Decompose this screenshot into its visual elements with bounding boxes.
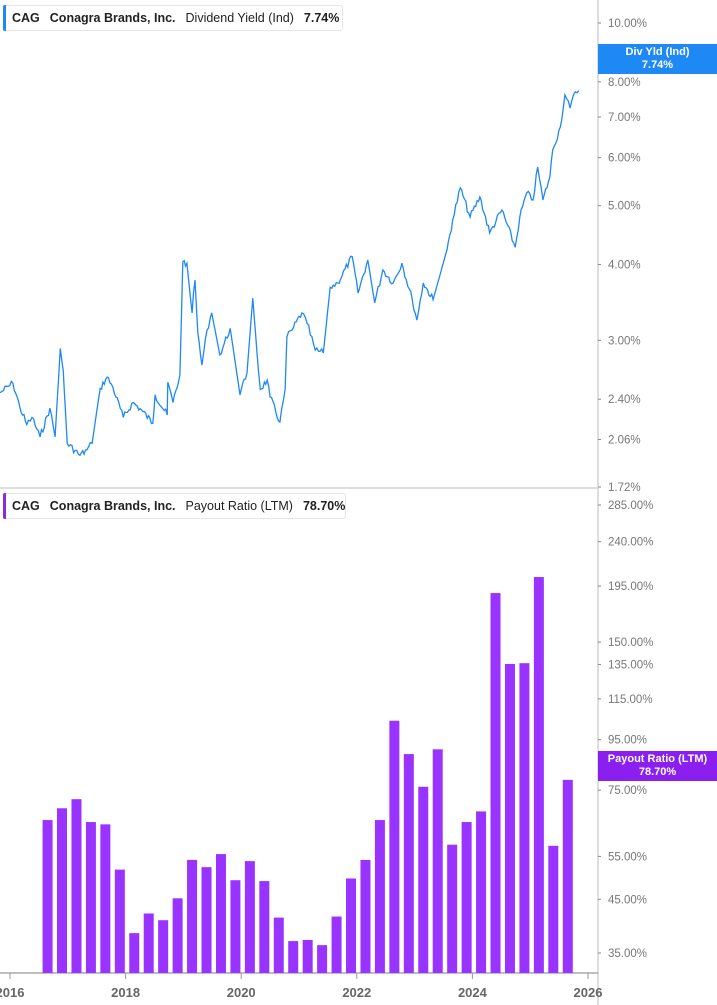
payout-ratio-bar [447, 844, 458, 973]
payout-axis-tick-label: 285.00% [608, 500, 653, 512]
payout-ratio-bar [172, 898, 183, 973]
payout-ratio-bar [244, 861, 255, 973]
payout-ratio-bar [432, 749, 443, 973]
yield-axis-tick-label: 8.00% [608, 77, 641, 89]
x-tick-label: 2024 [458, 985, 488, 1000]
payout-ratio-bar [317, 945, 328, 973]
payout-ratio-bar [504, 663, 515, 973]
x-tick-label: 2026 [574, 985, 603, 1000]
payout-ratio-bar [533, 577, 544, 973]
tag-label: Div Yld (Ind) [625, 46, 690, 58]
payout-ratio-bar [461, 822, 472, 973]
payout-ratio-bar [418, 786, 429, 973]
payout-axis-tick-label: 115.00% [608, 694, 653, 706]
payout-ratio-bar [158, 920, 169, 973]
payout-ratio-bar [57, 808, 68, 973]
yield-axis-tick-label: 4.00% [608, 260, 641, 272]
payout-ratio-bar [273, 917, 284, 973]
legend-ticker: CAG [12, 499, 40, 513]
payout-ratio-bar [42, 820, 53, 973]
yield-axis-tick-label: 2.40% [608, 394, 641, 406]
yield-axis-tick-label: 7.00% [608, 112, 641, 124]
payout-ratio-bar [100, 824, 111, 973]
payout-ratio-bar [288, 941, 299, 973]
dividend-yield-price-tag: Div Yld (Ind) 7.74% [598, 44, 717, 74]
legend-metric: Payout Ratio (LTM) [185, 499, 293, 513]
legend-metric: Dividend Yield (Ind) [185, 11, 294, 25]
payout-ratio-bar [85, 822, 96, 973]
payout-ratio-bar [302, 939, 313, 973]
tag-value: 7.74% [641, 59, 674, 71]
payout-ratio-bar [187, 859, 198, 973]
payout-axis-tick-label: 35.00% [608, 948, 647, 960]
payout-axis-tick-label: 45.00% [608, 894, 647, 906]
payout-ratio-bar [490, 593, 501, 973]
payout-ratio-bar [114, 869, 125, 973]
legend-company: Conagra Brands, Inc. [49, 11, 176, 25]
yield-axis-tick-label: 10.00% [608, 18, 647, 30]
x-tick-label: 2016 [0, 985, 24, 1000]
x-tick-label: 2022 [342, 985, 371, 1000]
tag-value: 78.70% [638, 766, 677, 778]
yield-axis-tick-label: 2.06% [608, 434, 641, 446]
yield-axis-tick-label: 6.00% [608, 153, 641, 165]
payout-axis-tick-label: 55.00% [608, 851, 647, 863]
yield-axis-tick-label: 1.72% [608, 482, 641, 494]
payout-ratio-legend[interactable]: CAG Conagra Brands, Inc. Payout Ratio (L… [3, 493, 346, 519]
payout-axis-tick-label: 135.00% [608, 660, 653, 672]
payout-ratio-bar [201, 867, 212, 973]
legend-color-bar [3, 493, 6, 519]
yield-axis-tick-label: 5.00% [608, 201, 641, 213]
payout-ratio-bar [143, 913, 154, 973]
payout-ratio-bar [519, 663, 530, 973]
payout-ratio-bar [331, 916, 342, 973]
payout-ratio-bar [346, 878, 357, 973]
tag-label: Payout Ratio (LTM) [607, 753, 708, 765]
payout-ratio-bar [476, 811, 487, 973]
payout-ratio-bar [562, 779, 573, 973]
legend-color-bar [3, 5, 6, 31]
payout-ratio-bar [403, 754, 414, 973]
payout-ratio-bar [71, 799, 82, 973]
dividend-yield-line [0, 90, 580, 457]
legend-value: 7.74% [303, 11, 340, 25]
payout-ratio-bar [259, 881, 270, 973]
payout-ratio-bar [230, 880, 241, 973]
payout-axis-tick-label: 150.00% [608, 637, 653, 649]
dividend-yield-legend[interactable]: CAG Conagra Brands, Inc. Dividend Yield … [3, 5, 343, 31]
payout-axis-tick-label: 95.00% [608, 735, 647, 747]
payout-axis-tick-label: 240.00% [608, 537, 653, 549]
payout-axis-tick-label: 195.00% [608, 581, 653, 593]
x-tick-label: 2020 [227, 985, 256, 1000]
payout-ratio-bar [548, 845, 559, 973]
payout-ratio-bar [129, 933, 140, 973]
legend-value: 78.70% [302, 499, 346, 513]
payout-ratio-bar [360, 859, 371, 973]
legend-ticker: CAG [12, 11, 40, 25]
legend-company: Conagra Brands, Inc. [49, 499, 176, 513]
x-tick-label: 2018 [111, 985, 140, 1000]
payout-ratio-bar [374, 820, 385, 973]
yield-axis-tick-label: 3.00% [608, 335, 641, 347]
payout-ratio-bar [215, 854, 226, 973]
payout-ratio-bar [389, 720, 400, 973]
payout-ratio-price-tag: Payout Ratio (LTM) 78.70% [598, 751, 717, 781]
payout-axis-tick-label: 75.00% [608, 785, 647, 797]
